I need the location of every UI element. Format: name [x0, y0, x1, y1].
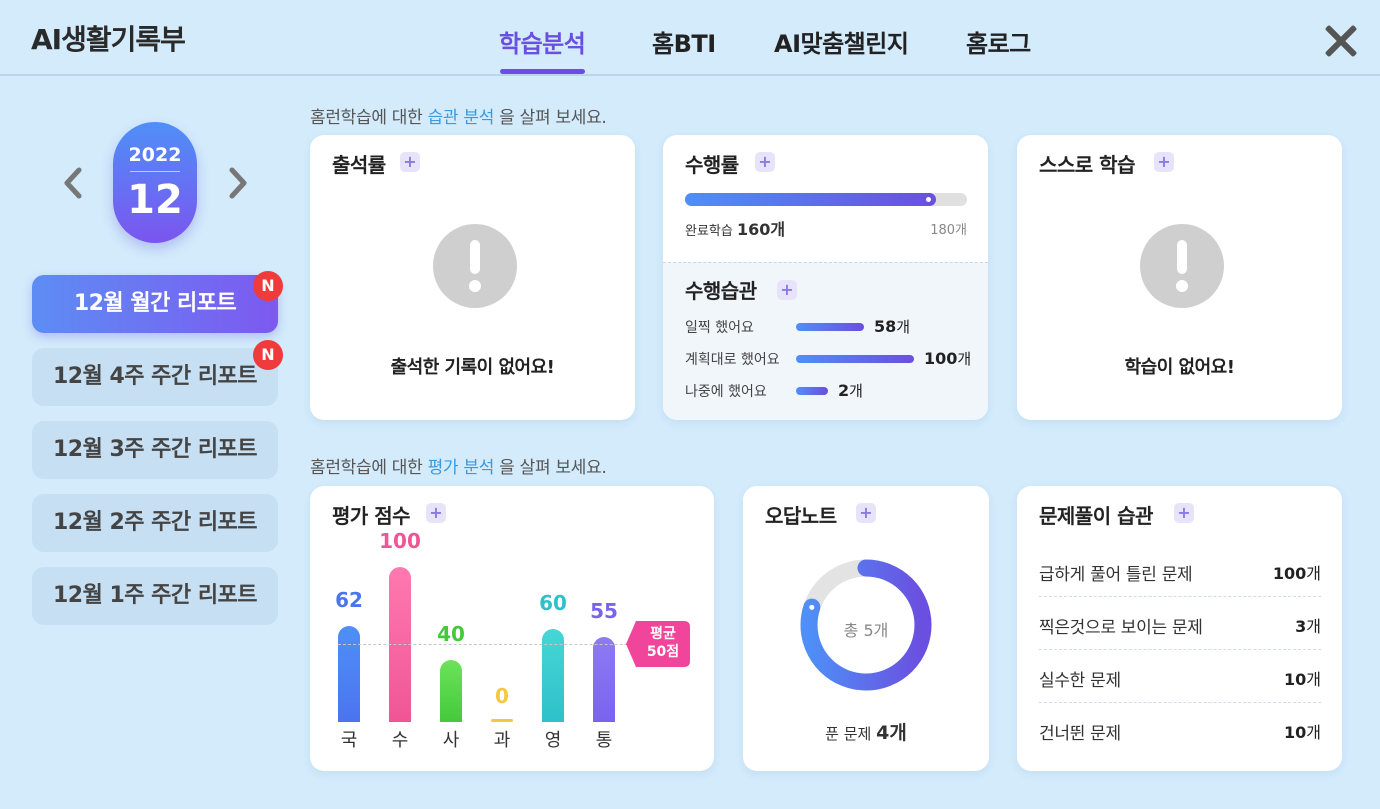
wrong-notes-title: 오답노트	[765, 504, 837, 528]
tab-home-log[interactable]: 홈로그	[966, 30, 1031, 58]
subject-label: 통	[595, 730, 613, 751]
attendance-title: 출석률	[332, 153, 386, 177]
close-icon[interactable]	[1322, 22, 1360, 60]
performance-card: 수행률 + 완료학습 160개 180개 수행습관 + 일찍 했어요 58개 계…	[663, 135, 988, 420]
completed-label: 완료학습 160개	[685, 220, 786, 239]
wrong-notes-more-button[interactable]: +	[856, 503, 876, 523]
warning-icon	[1140, 224, 1224, 308]
score-more-button[interactable]: +	[426, 503, 446, 523]
habits-more-button[interactable]: +	[777, 280, 797, 300]
report-week2-button[interactable]: 12월 2주 주간 리포트	[32, 494, 278, 552]
score-bar	[542, 629, 564, 722]
solved-count: 푼 문제 4개	[825, 722, 907, 744]
attendance-card: 출석률 + 출석한 기록이 없어요!	[310, 135, 635, 420]
problem-habits-title: 문제풀이 습관	[1039, 504, 1153, 528]
wrong-notes-donut	[800, 559, 932, 691]
performance-title: 수행률	[685, 153, 739, 177]
problem-habits-card: 문제풀이 습관 + 급하게 풀어 틀린 문제 100개 찍은것으로 보이는 문제…	[1017, 486, 1342, 771]
eval-analysis-highlight: 평가 분석	[427, 458, 495, 478]
habit-intro-text: 홈런학습에 대한 습관 분석 을 살펴 보세요.	[310, 108, 607, 128]
habit-planned-bar	[796, 355, 914, 363]
habit-analysis-highlight: 습관 분석	[427, 108, 495, 128]
tab-learning-analysis[interactable]: 학습분석	[499, 30, 586, 58]
subject-label: 영	[544, 730, 562, 751]
score-bar	[593, 637, 615, 722]
problem-habits-more-button[interactable]: +	[1174, 503, 1194, 523]
habit-early-bar	[796, 323, 864, 331]
score-value-label: 55	[590, 599, 618, 623]
problem-row: 건너뛴 문제 10개	[1039, 723, 1321, 744]
next-month-icon[interactable]	[225, 166, 251, 200]
year-label: 2022	[128, 144, 182, 166]
attendance-empty-text: 출석한 기록이 없어요!	[390, 357, 555, 378]
subject-label: 국	[340, 730, 358, 751]
score-card: 평가 점수 + 62 국 100 수 40 사 0 과 60 영 55 통 평균 50점	[310, 486, 714, 771]
score-bar	[491, 719, 513, 722]
habit-planned-value: 100개	[924, 349, 972, 368]
total-value: 180개	[930, 223, 967, 238]
score-bar	[338, 626, 360, 722]
prev-month-icon[interactable]	[60, 166, 86, 200]
average-tag: 평균 50점	[626, 621, 690, 667]
tab-ai-challenge[interactable]: AI맞춤챌린지	[774, 30, 909, 58]
performance-more-button[interactable]: +	[755, 152, 775, 172]
score-value-label: 100	[379, 529, 421, 553]
subject-label: 과	[493, 730, 511, 751]
score-value-label: 60	[539, 591, 567, 615]
completion-progress-fill	[685, 193, 936, 206]
habit-early-label: 일찍 했어요	[685, 320, 754, 336]
habit-early-value: 58개	[874, 317, 911, 336]
habits-title: 수행습관	[685, 279, 757, 303]
attendance-more-button[interactable]: +	[400, 152, 420, 172]
habits-section: 수행습관 + 일찍 했어요 58개 계획대로 했어요 100개 나중에 했어요 …	[663, 262, 988, 420]
new-badge: N	[253, 340, 283, 370]
header: AI생활기록부 학습분석 홈BTI AI맞춤챌린지 홈로그	[0, 0, 1380, 76]
subject-label: 수	[391, 730, 409, 751]
score-value-label: 40	[437, 622, 465, 646]
completed-value: 160개	[736, 220, 786, 239]
report-week1-button[interactable]: 12월 1주 주간 리포트	[32, 567, 278, 625]
wrong-notes-card: 오답노트 + 총 5개 푼 문제 4개	[743, 486, 989, 771]
habit-planned-label: 계획대로 했어요	[685, 352, 780, 368]
score-value-label: 62	[335, 588, 363, 612]
tab-home-bti[interactable]: 홈BTI	[652, 30, 716, 58]
report-week3-button[interactable]: 12월 3주 주간 리포트	[32, 421, 278, 479]
donut-center-text: 총 5개	[843, 621, 889, 640]
average-label: 평균	[650, 626, 676, 642]
subject-label: 사	[442, 730, 460, 751]
problem-row: 급하게 풀어 틀린 문제 100개	[1039, 544, 1321, 597]
habit-later-value: 2개	[838, 381, 863, 400]
self-study-empty-text: 학습이 없어요!	[1124, 357, 1235, 378]
app-title: AI생활기록부	[31, 23, 186, 56]
month-selector: 2022 12	[113, 122, 197, 243]
score-value-label: 0	[495, 684, 509, 708]
average-line	[338, 644, 668, 645]
warning-icon	[433, 224, 517, 308]
habit-later-label: 나중에 했어요	[685, 384, 767, 400]
active-tab-indicator	[500, 69, 585, 74]
new-badge: N	[253, 271, 283, 301]
self-study-card: 스스로 학습 + 학습이 없어요!	[1017, 135, 1342, 420]
completion-progress-bar	[685, 193, 967, 206]
eval-intro-text: 홈런학습에 대한 평가 분석 을 살펴 보세요.	[310, 458, 607, 478]
score-bar	[440, 660, 462, 722]
average-value: 50점	[646, 644, 680, 660]
self-study-title: 스스로 학습	[1039, 153, 1135, 177]
habit-later-bar	[796, 387, 828, 395]
problem-row: 찍은것으로 보이는 문제 3개	[1039, 597, 1321, 650]
donut-solved-arc	[800, 559, 932, 691]
problem-row: 실수한 문제 10개	[1039, 650, 1321, 703]
score-title: 평가 점수	[332, 504, 411, 528]
report-monthly-button[interactable]: 12월 월간 리포트	[32, 275, 278, 333]
self-study-more-button[interactable]: +	[1154, 152, 1174, 172]
month-label: 12	[127, 177, 183, 223]
report-week4-button[interactable]: 12월 4주 주간 리포트	[32, 348, 278, 406]
